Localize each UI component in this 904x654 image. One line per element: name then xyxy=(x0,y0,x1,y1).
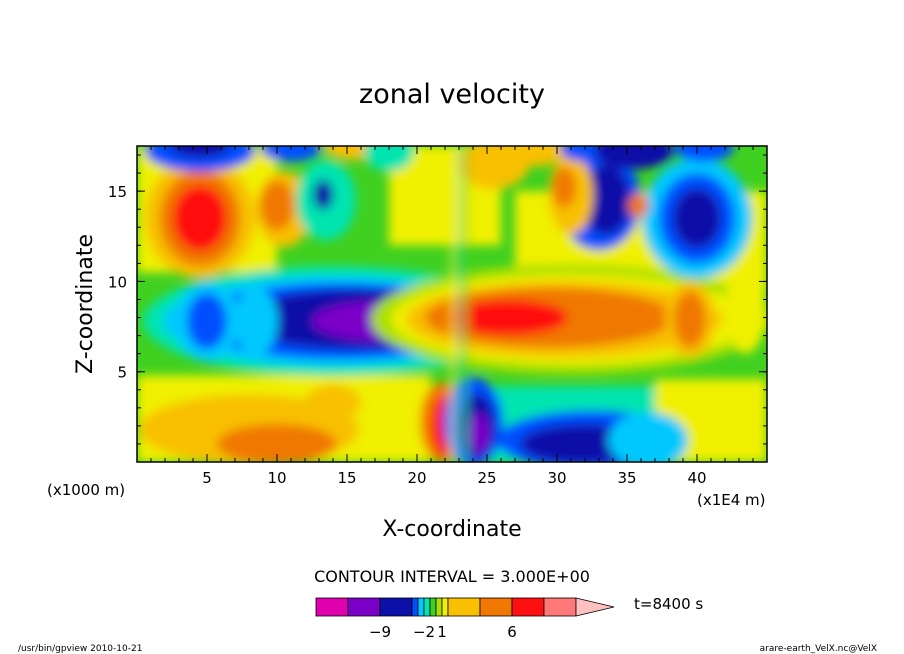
footer-left: /usr/bin/gpview 2010-10-21 xyxy=(18,644,142,654)
x-axis: 5 10 15 20 25 30 35 40 xyxy=(150,146,754,487)
field-cell xyxy=(217,423,337,462)
plot-frame xyxy=(136,145,768,463)
field-cell xyxy=(594,146,674,170)
footer-right: arare-earth_VelX.nc@VelX xyxy=(760,644,877,654)
colorbar-segment xyxy=(417,597,425,617)
colorbar-segment xyxy=(429,597,437,617)
colorbar-segment xyxy=(479,597,513,617)
x-tick-label: 5 xyxy=(202,469,212,487)
x-tick-label: 15 xyxy=(337,469,356,487)
field-cell xyxy=(674,291,706,348)
field-cell xyxy=(305,384,361,421)
x-axis-label: X-coordinate xyxy=(382,517,521,542)
field-cell xyxy=(674,146,734,162)
field-cell xyxy=(261,146,321,162)
y-tick-label: 5 xyxy=(117,364,127,382)
field-cell xyxy=(581,165,631,236)
field-cell xyxy=(260,180,294,231)
contour-interval-label: CONTOUR INTERVAL = 3.000E+00 xyxy=(314,567,590,586)
field-cell xyxy=(364,146,414,172)
colorbar-segment xyxy=(511,597,545,617)
field-cell xyxy=(145,146,255,172)
field-cell xyxy=(170,146,230,158)
field-cell xyxy=(628,193,649,218)
field-cell xyxy=(173,185,227,252)
y-tick-label: 10 xyxy=(108,273,127,291)
field-streak xyxy=(464,146,468,462)
colorbar-segment xyxy=(411,597,419,617)
x-tick-label: 25 xyxy=(477,469,496,487)
y-tick-label: 15 xyxy=(108,183,127,201)
colorbar-tick-label: 1 xyxy=(437,623,447,641)
colorbar-segment xyxy=(435,597,443,617)
y-axis-label: Z-coordinate xyxy=(73,234,98,374)
field-cell xyxy=(608,412,688,462)
x-tick-label: 40 xyxy=(687,469,706,487)
field-cell xyxy=(187,293,227,350)
x-unit-label: (x1E4 m) xyxy=(697,491,766,509)
y-unit-label: (x1000 m) xyxy=(47,481,125,499)
colorbar-segment xyxy=(441,597,449,617)
time-label: t=8400 s xyxy=(634,595,703,613)
colorbar-segment xyxy=(315,597,349,617)
colorbar-tick-label: 6 xyxy=(507,623,517,641)
field-cell xyxy=(673,188,721,249)
colorbar-arrow xyxy=(575,597,615,617)
colorbar-segment xyxy=(347,597,381,617)
field-cell xyxy=(726,263,766,354)
field-cell xyxy=(552,167,576,208)
y-axis: 5 10 15 xyxy=(108,154,767,445)
field-streak xyxy=(450,146,454,462)
plot-area xyxy=(137,146,767,462)
x-tick-label: 30 xyxy=(547,469,566,487)
colorbar-segment xyxy=(423,597,431,617)
x-tick-label: 35 xyxy=(617,469,636,487)
chart-title: zonal velocity xyxy=(359,79,545,110)
colorbar: −9 −2 1 6 xyxy=(315,597,615,641)
field-cell xyxy=(448,299,568,336)
colorbar-segment xyxy=(447,597,481,617)
colorbar-segment xyxy=(379,597,413,617)
colorbar-tick-label: −2 xyxy=(413,623,435,641)
velocity-field xyxy=(137,146,767,462)
colorbar-segment xyxy=(543,597,577,617)
field-cell xyxy=(459,146,529,190)
field-cell xyxy=(234,287,278,356)
field-streak xyxy=(457,146,460,462)
field-cell xyxy=(468,413,489,454)
field-cell xyxy=(313,179,334,210)
x-tick-label: 20 xyxy=(407,469,426,487)
x-tick-label: 10 xyxy=(267,469,286,487)
colorbar-tick-label: −9 xyxy=(369,623,391,641)
